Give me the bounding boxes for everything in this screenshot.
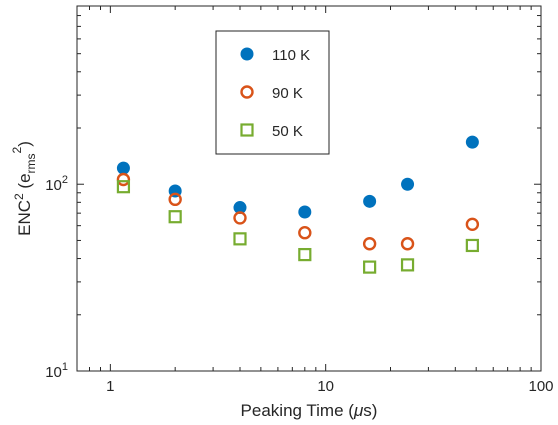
- axis-ticks: [76, 5, 542, 372]
- y-axis-label: ENC2 (erms2): [10, 141, 38, 236]
- tick-labels: 1 10 100 101 102: [45, 174, 553, 395]
- data-point: [168, 210, 182, 224]
- y-tick-label: 101: [45, 361, 68, 381]
- legend-marker: [240, 123, 254, 137]
- data-point: [465, 135, 479, 149]
- data-point: [233, 232, 247, 246]
- legend-box: [215, 30, 330, 155]
- legend-label: 110 K: [272, 47, 310, 64]
- x-axis-label: Peaking Time (μs): [241, 401, 378, 420]
- data-point: [233, 211, 247, 225]
- data-point: [400, 258, 415, 272]
- data-points: [116, 135, 480, 274]
- x-tick-label: 1: [106, 378, 114, 395]
- data-point: [168, 192, 182, 207]
- data-point: [233, 201, 247, 215]
- data-point: [362, 237, 377, 251]
- data-point: [298, 226, 312, 240]
- data-point: [401, 177, 415, 191]
- data-point: [363, 194, 377, 208]
- data-point: [116, 180, 131, 194]
- x-tick-label: 10: [317, 378, 334, 395]
- data-point: [298, 247, 312, 262]
- data-point: [363, 260, 377, 274]
- legend: 110 K 90 K 50 K: [215, 30, 330, 155]
- data-point: [465, 217, 480, 232]
- data-point: [400, 237, 415, 251]
- y-tick-label: 102: [45, 174, 68, 194]
- data-point: [465, 238, 479, 253]
- plot-frame: [76, 5, 542, 372]
- legend-label: 90 K: [272, 85, 303, 102]
- data-point: [116, 161, 130, 175]
- legend-marker: [240, 85, 254, 99]
- data-point: [298, 205, 312, 219]
- legend-marker: [240, 47, 254, 61]
- data-point: [116, 172, 131, 187]
- x-tick-label: 100: [528, 378, 553, 395]
- legend-label: 50 K: [272, 123, 303, 140]
